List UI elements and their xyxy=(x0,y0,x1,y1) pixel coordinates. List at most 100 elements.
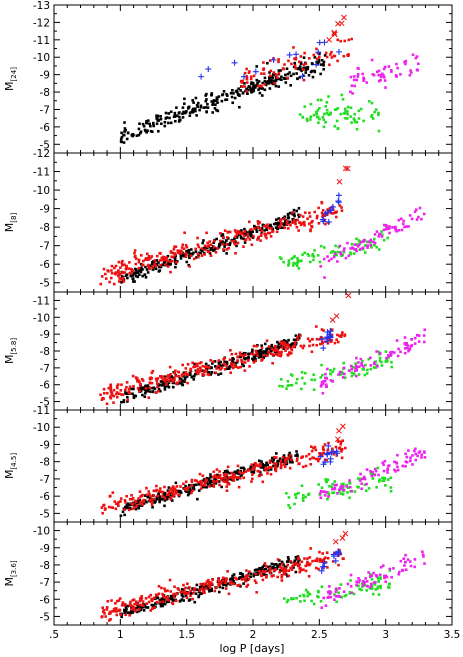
data-point xyxy=(350,371,354,374)
y-tick-label: -10 xyxy=(33,422,50,434)
data-point xyxy=(182,482,185,486)
data-point xyxy=(174,481,178,485)
data-point xyxy=(167,385,171,389)
data-point xyxy=(373,110,376,114)
data-point xyxy=(376,576,380,580)
data-point xyxy=(322,67,325,71)
data-point xyxy=(253,579,257,582)
data-point xyxy=(302,568,305,571)
data-point xyxy=(323,494,327,497)
data-point xyxy=(334,590,338,594)
data-point xyxy=(115,391,119,394)
data-point xyxy=(320,345,327,352)
data-point xyxy=(342,249,345,253)
data-point xyxy=(286,353,290,356)
data-point xyxy=(382,469,386,473)
data-point xyxy=(163,375,167,379)
data-point xyxy=(333,254,336,257)
data-point xyxy=(169,590,172,593)
data-point xyxy=(250,82,253,86)
data-point xyxy=(373,467,377,471)
data-point xyxy=(244,352,247,355)
data-point xyxy=(370,115,373,118)
data-point xyxy=(340,595,344,599)
data-point xyxy=(264,351,268,355)
data-point xyxy=(326,448,330,452)
data-point xyxy=(240,354,244,357)
data-point xyxy=(417,340,421,343)
data-point xyxy=(379,565,383,569)
data-point xyxy=(326,36,332,43)
data-point xyxy=(268,59,272,62)
data-point xyxy=(270,574,274,578)
data-point xyxy=(358,239,362,243)
data-point xyxy=(357,361,360,364)
data-point xyxy=(120,281,123,284)
data-point xyxy=(240,474,243,477)
data-point xyxy=(264,83,268,87)
data-point xyxy=(413,565,416,569)
data-point xyxy=(334,244,337,248)
data-point xyxy=(259,568,262,572)
data-point xyxy=(252,89,256,92)
data-point xyxy=(406,344,410,347)
data-point xyxy=(324,556,327,559)
data-point xyxy=(379,586,382,590)
data-point xyxy=(334,436,341,443)
data-point xyxy=(178,252,182,255)
data-point xyxy=(125,137,129,141)
data-point xyxy=(284,349,287,352)
data-point xyxy=(120,393,123,396)
data-point xyxy=(222,473,226,476)
data-point xyxy=(342,250,346,254)
data-point xyxy=(324,376,327,380)
data-point xyxy=(325,458,328,462)
data-point xyxy=(235,476,239,479)
data-point xyxy=(323,443,327,446)
data-point xyxy=(344,446,347,450)
data-point xyxy=(173,371,176,375)
data-point xyxy=(243,353,247,357)
data-point xyxy=(367,487,371,490)
data-point xyxy=(197,595,200,599)
data-point xyxy=(315,343,319,347)
data-point xyxy=(185,488,188,492)
data-point xyxy=(180,374,184,377)
data-point xyxy=(256,222,260,225)
data-point xyxy=(246,88,250,92)
data-point xyxy=(168,597,172,600)
data-point xyxy=(145,500,148,504)
data-point xyxy=(244,233,247,236)
data-point xyxy=(334,549,341,556)
data-point xyxy=(179,599,182,603)
data-point xyxy=(286,227,290,230)
data-point xyxy=(287,221,290,225)
data-point xyxy=(134,268,138,271)
data-point xyxy=(262,570,266,574)
data-point xyxy=(340,448,344,451)
data-point xyxy=(331,447,334,451)
data-point xyxy=(383,65,387,69)
data-point xyxy=(184,244,188,247)
data-point xyxy=(334,215,338,219)
data-point xyxy=(201,369,205,373)
data-point xyxy=(287,454,291,457)
data-point xyxy=(290,383,294,387)
data-point xyxy=(130,608,134,611)
data-point xyxy=(174,262,178,265)
data-point xyxy=(217,361,221,365)
data-point xyxy=(259,86,263,90)
data-point xyxy=(338,334,341,338)
data-point xyxy=(168,116,171,120)
data-point xyxy=(296,454,299,458)
data-point xyxy=(132,387,135,391)
data-point xyxy=(349,90,352,94)
data-point xyxy=(282,343,285,347)
data-point xyxy=(360,582,364,585)
data-point xyxy=(300,69,303,73)
data-point xyxy=(142,124,146,128)
data-point xyxy=(234,576,237,580)
data-point xyxy=(312,255,316,258)
data-point xyxy=(374,108,378,111)
data-point xyxy=(211,111,215,114)
